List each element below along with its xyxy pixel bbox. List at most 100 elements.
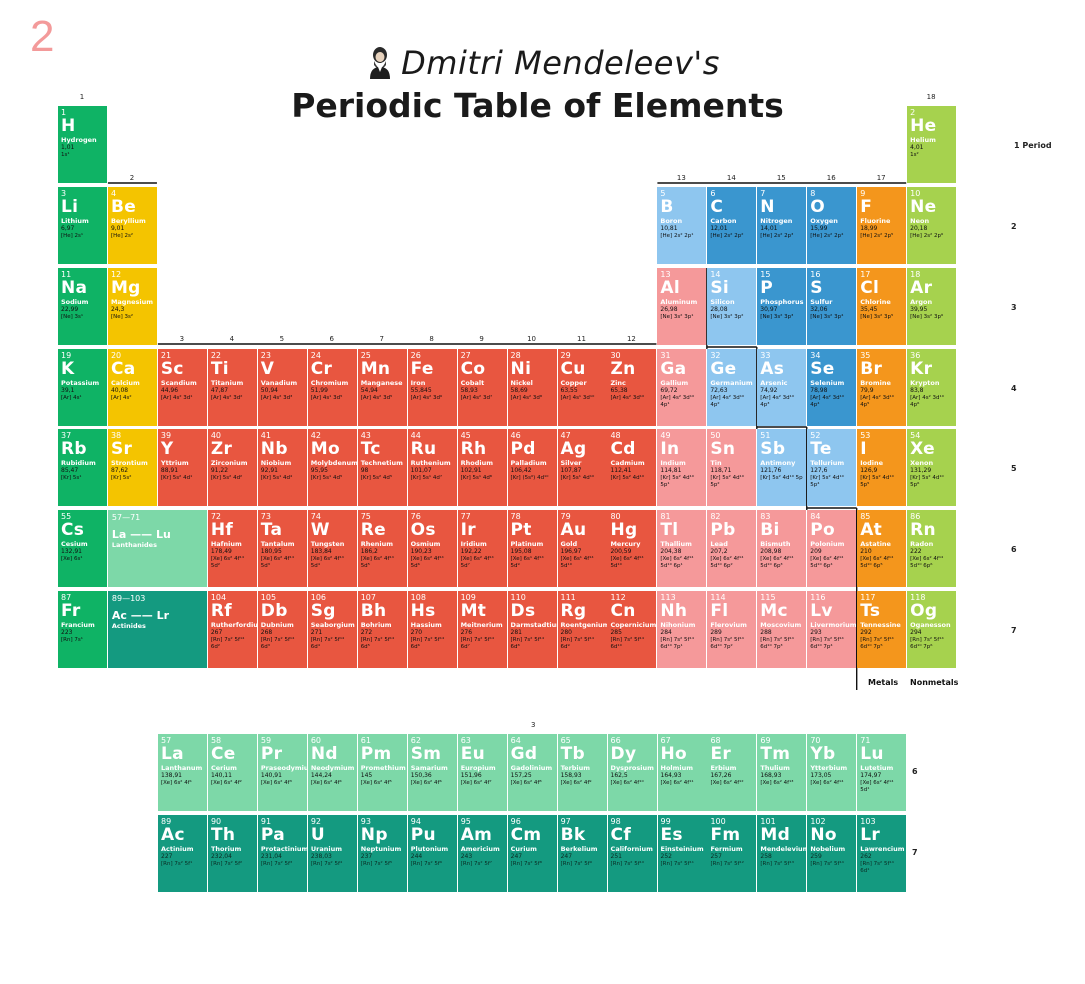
element-cell-fr[interactable]: 87 Fr Francium 223 [Rn] 7s¹ [58, 591, 107, 668]
lanthanides-placeholder[interactable]: 57—71 La —— Lu Lanthanides [107, 510, 207, 587]
element-cell-cn[interactable]: 112 Cn Copernicium 285 [Rn] 7s² 5f¹⁴ 6d¹⁰ [607, 591, 657, 668]
element-cell-lv[interactable]: 116 Lv Livermorium 293 [Rn] 7s² 5f¹⁴ 6d¹⁰ 7p… [807, 591, 857, 668]
element-cell-rf[interactable]: 104RfRutherfordium267[Rn] 7s² 5f¹⁴ 6d² [207, 591, 257, 668]
element-cell-br[interactable]: 35 Br Bromine 79,9 [Ar] 4s² 3d¹⁰ 4p⁵ [857, 349, 907, 426]
element-cell-nd[interactable]: 60 Nd Neodymium 144,24 [Xe] 6s² 4f⁴ [307, 734, 357, 811]
element-cell-yb[interactable]: 70 Yb Ytterbium 173,05 [Xe] 6s² 4f¹⁴ [807, 734, 857, 811]
element-cell-sr[interactable]: 38 Sr Strontium 87,62 [Kr] 5s² [107, 429, 157, 506]
element-cell-bh[interactable]: 107 Bh Bohrium 272 [Rn] 7s² 5f¹⁴ 6d⁵ [357, 591, 407, 668]
element-cell-lu[interactable]: 71 Lu Lutetium 174,97 [Xe] 6s² 4f¹⁴ 5d¹ [857, 734, 907, 811]
element-cell-fe[interactable]: 26 Fe Iron 55,845 [Ar] 4s² 3d⁶ [407, 349, 457, 426]
element-cell-eu[interactable]: 63 Eu Europium 151,96 [Xe] 6s² 4f⁷ [457, 734, 507, 811]
element-cell-cl[interactable]: 17 Cl Chlorine 35,45 [Ne] 3s² 3p⁵ [857, 268, 907, 345]
element-cell-os[interactable]: 76 Os Osmium 190,23 [Xe] 6s² 4f¹⁴ 5d⁶ [407, 510, 457, 587]
element-cell-ar[interactable]: 18 Ar Argon 39,95 [Ne] 3s² 3p⁶ [907, 268, 957, 345]
element-cell-ca[interactable]: 20 Ca Calcium 40,08 [Ar] 4s² [107, 349, 157, 426]
element-cell-xe[interactable]: 54 Xe Xenon 131,29 [Kr] 5s² 4d¹⁰ 5p⁶ [907, 429, 957, 506]
element-cell-ta[interactable]: 73 Ta Tantalum 180,95 [Xe] 6s² 4f¹⁴ 5d³ [257, 510, 307, 587]
element-cell-pd[interactable]: 46 Pd Palladium 106,42 [Kr] (5s⁰) 4d¹⁰ [507, 429, 557, 506]
element-cell-ir[interactable]: 77 Ir Iridium 192,22 [Xe] 6s² 4f¹⁴ 5d⁷ [457, 510, 507, 587]
element-cell-co[interactable]: 27 Co Cobalt 58,93 [Ar] 4s² 3d⁷ [457, 349, 507, 426]
element-cell-sc[interactable]: 21 Sc Scandium 44,96 [Ar] 4s² 3d¹ [157, 349, 207, 426]
element-cell-am[interactable]: 95 Am Americium 243 [Rn] 7s² 5f⁷ [457, 815, 507, 892]
element-cell-nb[interactable]: 41 Nb Niobium 92,91 [Kr] 5s¹ 4d⁴ [257, 429, 307, 506]
element-cell-p[interactable]: 15 P Phosphorus 30,97 [Ne] 3s² 3p³ [757, 268, 807, 345]
element-cell-mg[interactable]: 12 Mg Magnesium 24,3 [Ne] 3s² [107, 268, 157, 345]
element-cell-mn[interactable]: 25 Mn Manganese 54,94 [Ar] 4s² 3d⁵ [357, 349, 407, 426]
element-cell-cr[interactable]: 24 Cr Chromium 51,99 [Ar] 4s¹ 3d⁵ [307, 349, 357, 426]
element-cell-po[interactable]: 84 Po Polonium 209 [Xe] 6s² 4f¹⁴ 5d¹⁰ 6p⁴ [807, 510, 857, 587]
element-cell-fl[interactable]: 114 Fl Flerovium 289 [Rn] 7s² 5f¹⁴ 6d¹⁰ 7p² [707, 591, 757, 668]
element-cell-er[interactable]: 68 Er Erbium 167,26 [Xe] 6s² 4f¹² [707, 734, 757, 811]
element-cell-cf[interactable]: 98 Cf Californium 251 [Rn] 7s² 5f¹⁰ [607, 815, 657, 892]
element-cell-te[interactable]: 52 Te Tellurium 127,6 [Kr] 5s² 4d¹⁰ 5p⁴ [807, 429, 857, 506]
element-cell-bk[interactable]: 97 Bk Berkelium 247 [Rn] 7s² 5f⁹ [557, 815, 607, 892]
element-cell-md[interactable]: 101 Md Mendelevium 258 [Rn] 7s² 5f¹³ [757, 815, 807, 892]
element-cell-li[interactable]: 3 Li Lithium 6,97 [He] 2s¹ [58, 187, 107, 264]
element-cell-tm[interactable]: 69 Tm Thulium 168,93 [Xe] 6s² 4f¹³ [757, 734, 807, 811]
element-cell-w[interactable]: 74 W Tungsten 183,84 [Xe] 6s² 4f¹⁴ 5d⁴ [307, 510, 357, 587]
element-cell-sg[interactable]: 106 Sg Seaborgium 271 [Rn] 7s² 5f¹⁴ 6d⁴ [307, 591, 357, 668]
element-cell-pu[interactable]: 94 Pu Plutonium 244 [Rn] 7s² 5f⁶ [407, 815, 457, 892]
element-cell-na[interactable]: 11 Na Sodium 22,99 [Ne] 3s¹ [58, 268, 107, 345]
element-cell-rn[interactable]: 86 Rn Radon 222 [Xe] 6s² 4f¹⁴ 5d¹⁰ 6p⁶ [907, 510, 957, 587]
element-cell-pr[interactable]: 59PrPraseodymium140,91[Xe] 6s² 4f³ [257, 734, 307, 811]
element-cell-pb[interactable]: 82 Pb Lead 207,2 [Xe] 6s² 4f¹⁴ 5d¹⁰ 6p² [707, 510, 757, 587]
element-cell-s[interactable]: 16 S Sulfur 32,06 [Ne] 3s² 3p⁴ [807, 268, 857, 345]
element-cell-ts[interactable]: 117 Ts Tennessine 292 [Rn] 7s² 5f¹⁴ 6d¹⁰ 7p⁵ [857, 591, 907, 668]
element-cell-at[interactable]: 85 At Astatine 210 [Xe] 6s² 4f¹⁴ 5d¹⁰ 6p⁵ [857, 510, 907, 587]
element-cell-y[interactable]: 39 Y Yttrium 88,91 [Kr] 5s² 4d¹ [157, 429, 207, 506]
element-cell-he[interactable]: 2 He Helium 4,01 1s² [907, 106, 957, 183]
element-cell-db[interactable]: 105 Db Dubnium 268 [Rn] 7s² 5f¹⁴ 6d³ [257, 591, 307, 668]
element-cell-v[interactable]: 23 V Vanadium 50,94 [Ar] 4s² 3d³ [257, 349, 307, 426]
element-cell-ni[interactable]: 28 Ni Nickel 58,69 [Ar] 4s² 3d⁸ [507, 349, 557, 426]
element-cell-cm[interactable]: 96 Cm Curium 247 [Rn] 7s² 5f⁸ [507, 815, 557, 892]
element-cell-o[interactable]: 8 O Oxygen 15,99 [He] 2s² 2p⁴ [807, 187, 857, 264]
element-cell-tl[interactable]: 81 Tl Thallium 204,38 [Xe] 6s² 4f¹⁴ 5d¹⁰ 6p¹ [657, 510, 707, 587]
element-cell-kr[interactable]: 36 Kr Krypton 83,8 [Ar] 4s² 3d¹⁰ 4p⁶ [907, 349, 957, 426]
element-cell-in[interactable]: 49 In Indium 114,81 [Kr] 5s² 4d¹⁰ 5p¹ [657, 429, 707, 506]
element-cell-se[interactable]: 34 Se Selenium 78,98 [Ar] 4s² 3d¹⁰ 4p⁴ [807, 349, 857, 426]
element-cell-sb[interactable]: 51 Sb Antimony 121,76 [Kr] 5s² 4d¹⁰ 5p [757, 429, 807, 506]
element-cell-tc[interactable]: 43 Tc Technetium 98 [Kr] 5s² 4d⁵ [357, 429, 407, 506]
element-cell-pa[interactable]: 91 Pa Protactinium 231,04 [Rn] 7s² 5f³ [257, 815, 307, 892]
element-cell-no[interactable]: 102 No Nobelium 259 [Rn] 7s² 5f¹⁴ [807, 815, 857, 892]
element-cell-cd[interactable]: 48 Cd Cadmium 112,41 [Kr] 5s² 4d¹⁰ [607, 429, 657, 506]
element-cell-al[interactable]: 13 Al Aluminum 26,98 [Ne] 3s² 3p¹ [657, 268, 707, 345]
element-cell-og[interactable]: 118 Og Oganesson 294 [Rn] 7s² 5f¹⁴ 6d¹⁰ 7p⁶ [907, 591, 957, 668]
element-cell-h[interactable]: 1 H Hydrogen 1,01 1s¹ [58, 106, 107, 183]
element-cell-ho[interactable]: 67 Ho Holmium 164,93 [Xe] 6s² 4f¹¹ [657, 734, 707, 811]
element-cell-pt[interactable]: 78 Pt Platinum 195,08 [Xe] 6s¹ 4f¹⁴ 5d⁹ [507, 510, 557, 587]
element-cell-ac[interactable]: 89 Ac Actinium 227 [Rn] 7s² 5f¹ [158, 815, 207, 892]
element-cell-hs[interactable]: 108 Hs Hassium 270 [Rn] 7s² 5f¹⁴ 6d⁶ [407, 591, 457, 668]
element-cell-hf[interactable]: 72 Hf Hafnium 178,49 [Xe] 6s² 4f¹⁴ 5d² [207, 510, 257, 587]
element-cell-zr[interactable]: 40 Zr Zirconium 91,22 [Kr] 5s² 4d² [207, 429, 257, 506]
element-cell-gd[interactable]: 64 Gd Gadolinium 157,25 [Xe] 6s² 4f⁸ [507, 734, 557, 811]
element-cell-mc[interactable]: 115 Mc Moscovium 288 [Rn] 7s² 5f¹⁴ 6d¹⁰ 7p³ [757, 591, 807, 668]
element-cell-cs[interactable]: 55 Cs Cesium 132,91 [Xe] 6s¹ [58, 510, 107, 587]
element-cell-ne[interactable]: 10 Ne Neon 20,18 [He] 2s² 2p⁶ [907, 187, 957, 264]
element-cell-u[interactable]: 92 U Uranium 238,03 [Rn] 7s² 5f⁴ [307, 815, 357, 892]
element-cell-rg[interactable]: 111 Rg Roentgenium 280 [Rn] 7s² 5f¹⁴ 6d⁹ [557, 591, 607, 668]
element-cell-lr[interactable]: 103 Lr Lawrencium 262 [Rn] 7s² 5f¹⁴ 6d¹ [857, 815, 907, 892]
element-cell-n[interactable]: 7 N Nitrogen 14,01 [He] 2s² 2p³ [757, 187, 807, 264]
element-cell-np[interactable]: 93 Np Neptunium 237 [Rn] 7s² 5f⁵ [357, 815, 407, 892]
element-cell-ti[interactable]: 22 Ti Titanium 47,87 [Ar] 4s² 3d² [207, 349, 257, 426]
element-cell-cu[interactable]: 29 Cu Copper 63,55 [Ar] 4s¹ 3d¹⁰ [557, 349, 607, 426]
element-cell-ce[interactable]: 58 Ce Cerium 140,11 [Xe] 6s² 4f² [207, 734, 257, 811]
element-cell-au[interactable]: 79 Au Gold 196,97 [Xe] 6s¹ 4f¹⁴ 5d¹⁰ [557, 510, 607, 587]
element-cell-nh[interactable]: 113 Nh Nihonium 284 [Rn] 7s² 5f¹⁴ 6d¹⁰ 7p¹ [657, 591, 707, 668]
element-cell-i[interactable]: 53 I Iodine 126,9 [Kr] 5s² 4d¹⁰ 5p⁵ [857, 429, 907, 506]
element-cell-mt[interactable]: 109 Mt Meitnerium 276 [Rn] 7s² 5f¹⁴ 6d⁷ [457, 591, 507, 668]
element-cell-f[interactable]: 9 F Fluorine 18,99 [He] 2s² 2p⁵ [857, 187, 907, 264]
element-cell-fm[interactable]: 100 Fm Fermium 257 [Rn] 7s² 5f¹² [707, 815, 757, 892]
element-cell-hg[interactable]: 80 Hg Mercury 200,59 [Xe] 6s² 4f¹⁴ 5d¹⁰ [607, 510, 657, 587]
element-cell-rh[interactable]: 45 Rh Rhodium 102,91 [Kr] 5s¹ 4d⁸ [457, 429, 507, 506]
element-cell-be[interactable]: 4 Be Beryllium 9,01 [He] 2s² [107, 187, 157, 264]
element-cell-si[interactable]: 14 Si Silicon 28,08 [Ne] 3s² 3p² [707, 268, 757, 345]
element-cell-tb[interactable]: 65 Tb Terbium 158,93 [Xe] 6s² 4f⁹ [557, 734, 607, 811]
element-cell-b[interactable]: 5 B Boron 10,81 [He] 2s² 2p¹ [657, 187, 707, 264]
element-cell-re[interactable]: 75 Re Rhenium 186,2 [Xe] 6s² 4f¹⁴ 5d⁵ [357, 510, 407, 587]
element-cell-ru[interactable]: 44 Ru Ruthenium 101,07 [Kr] 5s¹ 4d⁷ [407, 429, 457, 506]
element-cell-es[interactable]: 99 Es Einsteinium 252 [Rn] 7s² 5f¹¹ [657, 815, 707, 892]
